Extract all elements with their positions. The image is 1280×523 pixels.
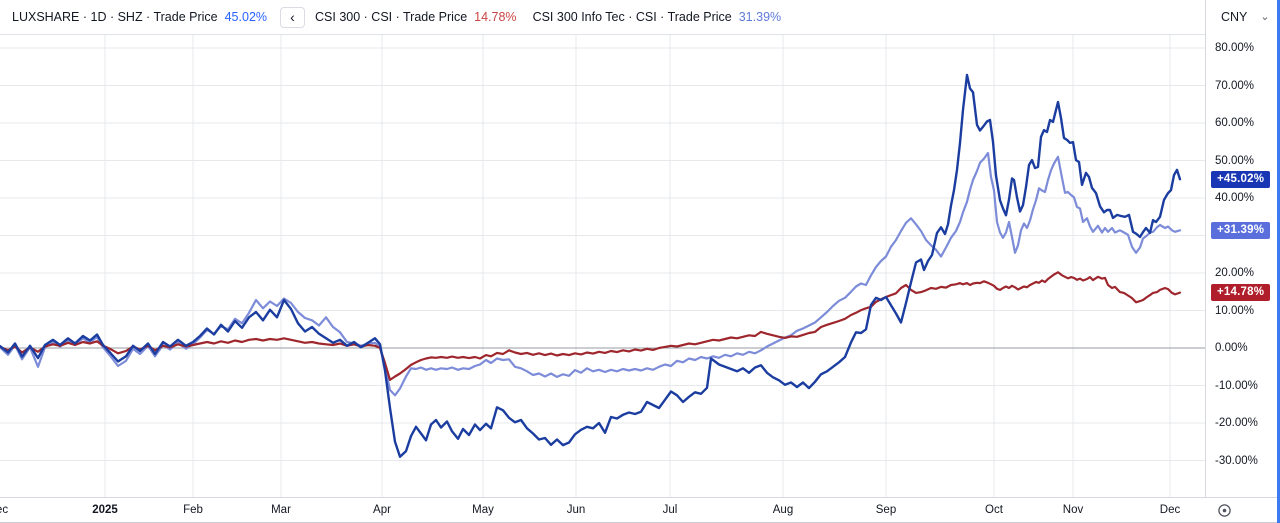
y-axis-label: -20.00% [1215, 417, 1258, 429]
y-axis-label: 60.00% [1215, 117, 1255, 129]
x-axis-label: Dec [1159, 504, 1181, 516]
x-axis-label: Jul [662, 504, 678, 516]
right-edge-accent [1277, 0, 1280, 523]
x-axis-label: Apr [373, 504, 391, 516]
x-axis-label: Sep [875, 504, 897, 516]
legend-value-csi300: 14.78% [474, 10, 517, 24]
chevron-left-icon: ‹ [290, 9, 295, 25]
chevron-down-icon: ⌄ [1260, 11, 1270, 23]
y-axis-label: 0.00% [1215, 342, 1248, 354]
y-axis-label: 80.00% [1215, 42, 1255, 54]
x-axis-label: Nov [1062, 504, 1084, 516]
y-axis-label: -10.00% [1215, 379, 1258, 392]
y-axis-label: 50.00% [1215, 154, 1255, 167]
currency-label: CNY [1221, 10, 1248, 24]
currency-select[interactable]: CNY ⌄ [1206, 0, 1280, 24]
y-axis-label: -30.00% [1215, 454, 1258, 467]
legend-label-csi300-info-tec: CSI 300 Info Tec · CSI · Trade Price [532, 10, 732, 24]
x-axis-label: 2025 [92, 504, 118, 516]
x-axis-label: Mar [271, 504, 291, 516]
y-axis-label: 10.00% [1215, 304, 1255, 317]
price-label-csi300-info-tec: +31.39% [1211, 221, 1271, 239]
y-axis-label: 40.00% [1215, 192, 1255, 204]
y-axis-label: 70.00% [1215, 79, 1255, 92]
x-axis-label: Jun [566, 504, 586, 516]
x-axis-label: Aug [772, 504, 794, 516]
x-axis-label: ec [0, 504, 9, 516]
price-label-luxshare: +45.02% [1211, 170, 1271, 188]
price-label-csi300: +14.78% [1211, 284, 1271, 302]
axis-settings-corner[interactable] [1205, 497, 1280, 523]
legend-toolbar: LUXSHARE · 1D · SHZ · Trade Price 45.02%… [0, 0, 1205, 35]
chart-plot-area[interactable] [0, 35, 1205, 497]
legend-value-csi300-info-tec: 31.39% [738, 10, 782, 24]
chart-svg[interactable] [0, 35, 1205, 497]
settings-icon [1217, 503, 1232, 518]
x-axis[interactable]: ec 2025 Feb Mar Apr May Jun Jul Aug Sep Oct Nov Dec [0, 497, 1280, 523]
x-axis-label: Oct [985, 504, 1003, 516]
legend-value-luxshare: 45.02% [224, 10, 268, 24]
y-axis-label: 20.00% [1215, 267, 1255, 279]
x-axis-label: May [472, 504, 494, 516]
y-axis[interactable]: CNY ⌄ 80.00%70.00%60.00%50.00%40.00%30.0… [1205, 0, 1280, 497]
collapse-legend-button[interactable]: ‹ [280, 6, 306, 28]
x-axis-label: Feb [183, 504, 203, 516]
legend-label-csi300: CSI 300 · CSI · Trade Price [315, 10, 468, 24]
legend-label-luxshare: LUXSHARE · 1D · SHZ · Trade Price [12, 10, 218, 24]
